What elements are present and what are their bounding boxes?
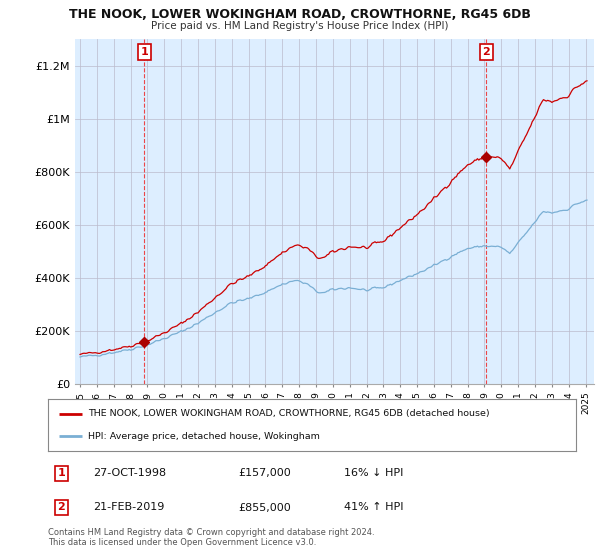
Text: £157,000: £157,000 [238, 468, 291, 478]
Text: 21-FEB-2019: 21-FEB-2019 [93, 502, 164, 512]
Text: THE NOOK, LOWER WOKINGHAM ROAD, CROWTHORNE, RG45 6DB: THE NOOK, LOWER WOKINGHAM ROAD, CROWTHOR… [69, 8, 531, 21]
Text: 1: 1 [58, 468, 65, 478]
Text: 2: 2 [58, 502, 65, 512]
Text: Contains HM Land Registry data © Crown copyright and database right 2024.
This d: Contains HM Land Registry data © Crown c… [48, 528, 374, 547]
Text: £855,000: £855,000 [238, 502, 291, 512]
Text: HPI: Average price, detached house, Wokingham: HPI: Average price, detached house, Woki… [88, 432, 319, 441]
Text: 2: 2 [482, 47, 490, 57]
Text: THE NOOK, LOWER WOKINGHAM ROAD, CROWTHORNE, RG45 6DB (detached house): THE NOOK, LOWER WOKINGHAM ROAD, CROWTHOR… [88, 409, 489, 418]
Text: Price paid vs. HM Land Registry's House Price Index (HPI): Price paid vs. HM Land Registry's House … [151, 21, 449, 31]
Text: 27-OCT-1998: 27-OCT-1998 [93, 468, 166, 478]
Text: 16% ↓ HPI: 16% ↓ HPI [344, 468, 403, 478]
Text: 41% ↑ HPI: 41% ↑ HPI [344, 502, 403, 512]
Text: 1: 1 [140, 47, 148, 57]
